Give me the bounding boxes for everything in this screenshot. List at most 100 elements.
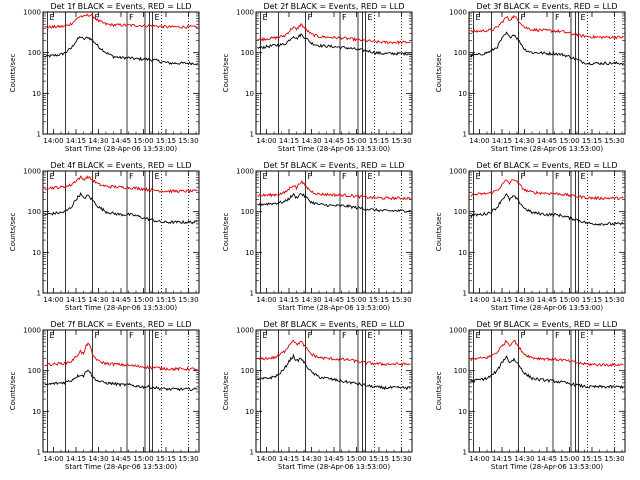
x-tick-label: 14:30 (301, 137, 321, 145)
x-tick-label: 14:15 (492, 455, 512, 463)
time-marker-label: E (155, 13, 160, 22)
x-tick-label: 15:00 (133, 137, 153, 145)
x-tick-label: 14:30 (301, 455, 321, 463)
series-lld-line (44, 174, 198, 194)
detector-panel-5: Det 5f BLACK = Events, RED = LLD E F F E 1 10 1… (222, 161, 413, 312)
detector-panel-1: Det 1f BLACK = Events, RED = LLD E F F E 1 10 1… (9, 2, 200, 153)
x-tick-label: 14:15 (66, 137, 86, 145)
series-lld-line (257, 23, 411, 45)
x-tick-label: 15:30 (391, 455, 411, 463)
time-marker-label: F (308, 331, 313, 340)
x-tick-label: 14:45 (111, 137, 131, 145)
time-marker-label: F (95, 331, 100, 340)
y-tick-label: 10 (458, 249, 467, 257)
y-tick-label: 1 (463, 290, 467, 298)
series-lld-line (257, 179, 411, 201)
x-tick-label: 14:00 (469, 137, 489, 145)
time-marker-label: F (308, 13, 313, 22)
time-marker-label: F (129, 331, 134, 340)
time-marker-label: F (521, 331, 526, 340)
x-tick-label: 14:30 (514, 455, 534, 463)
y-axis-label: Counts/sec (222, 54, 230, 93)
time-marker-label: F (521, 172, 526, 181)
plot-frame (468, 329, 626, 453)
series-lld-line (44, 342, 198, 372)
x-tick-label: 14:00 (43, 455, 63, 463)
y-axis-label: Counts/sec (9, 372, 17, 411)
time-marker-label: E (50, 172, 55, 181)
x-tick-label: 14:30 (88, 455, 108, 463)
x-tick-label: 15:00 (346, 296, 366, 304)
x-tick-label: 14:15 (279, 137, 299, 145)
x-tick-label: 14:45 (324, 455, 344, 463)
y-tick-label: 1000 (449, 168, 467, 176)
series-events-line (470, 31, 624, 66)
series-lld-line (470, 179, 624, 201)
time-marker-label: E (155, 172, 160, 181)
time-marker-label: F (521, 13, 526, 22)
x-tick-label: 15:15 (156, 137, 176, 145)
series-lld-line (470, 14, 624, 40)
x-tick-label: 14:45 (324, 137, 344, 145)
panel-title: Det 4f BLACK = Events, RED = LLD (50, 161, 191, 170)
y-tick-label: 100 (454, 49, 467, 57)
x-tick-label: 15:00 (133, 296, 153, 304)
x-tick-label: 14:30 (514, 137, 534, 145)
series-events-line (470, 355, 624, 390)
y-tick-label: 1 (37, 290, 41, 298)
y-axis-label: Counts/sec (435, 213, 443, 252)
series-events-line (470, 193, 624, 227)
time-marker-label: E (581, 13, 586, 22)
y-axis-label: Counts/sec (222, 372, 230, 411)
time-marker-label: E (50, 13, 55, 22)
detector-panel-9: Det 9f BLACK = Events, RED = LLD E F F E 1 10 1… (435, 320, 626, 471)
x-axis-label: Start Time (28-Apr-06 13:53:00) (491, 463, 603, 471)
series-lld-line (470, 339, 624, 368)
x-axis-label: Start Time (28-Apr-06 13:53:00) (491, 304, 603, 312)
panel-title: Det 5f BLACK = Events, RED = LLD (263, 161, 404, 170)
series-events-line (257, 33, 411, 56)
y-tick-label: 100 (454, 208, 467, 216)
x-tick-label: 15:30 (178, 137, 198, 145)
y-tick-label: 1000 (236, 9, 254, 17)
x-tick-label: 15:15 (582, 296, 602, 304)
detector-panel-4: Det 4f BLACK = Events, RED = LLD E F F E 1 10 1… (9, 161, 200, 312)
y-tick-label: 1 (250, 290, 254, 298)
x-tick-label: 14:30 (514, 296, 534, 304)
time-marker-label: F (555, 331, 560, 340)
y-axis-label: Counts/sec (435, 372, 443, 411)
y-tick-label: 10 (32, 249, 41, 257)
y-tick-label: 10 (32, 408, 41, 416)
time-marker-label: E (263, 331, 268, 340)
series-events-line (44, 36, 198, 66)
y-tick-label: 100 (241, 367, 254, 375)
x-axis-label: Start Time (28-Apr-06 13:53:00) (65, 145, 177, 153)
y-tick-label: 10 (32, 90, 41, 98)
y-tick-label: 100 (241, 49, 254, 57)
y-tick-label: 100 (454, 367, 467, 375)
time-marker-label: E (368, 331, 373, 340)
time-marker-label: E (50, 331, 55, 340)
x-tick-label: 14:00 (256, 296, 276, 304)
y-tick-label: 1000 (23, 327, 41, 335)
time-marker-label: E (476, 331, 481, 340)
x-tick-label: 14:00 (469, 296, 489, 304)
detector-panel-8: Det 8f BLACK = Events, RED = LLD E F F E 1 10 1… (222, 320, 413, 471)
y-tick-label: 1000 (449, 327, 467, 335)
y-tick-label: 100 (241, 208, 254, 216)
x-tick-label: 15:15 (156, 296, 176, 304)
x-tick-label: 15:15 (582, 455, 602, 463)
plot-frame (255, 170, 413, 294)
x-tick-label: 15:15 (582, 137, 602, 145)
y-tick-label: 10 (245, 249, 254, 257)
time-marker-label: F (342, 172, 347, 181)
series-lld-line (44, 13, 198, 29)
y-tick-label: 10 (245, 90, 254, 98)
y-tick-label: 1000 (23, 9, 41, 17)
y-tick-label: 1 (250, 131, 254, 139)
x-tick-label: 14:45 (537, 296, 557, 304)
series-lld-line (257, 339, 411, 367)
y-tick-label: 10 (458, 90, 467, 98)
y-axis-label: Counts/sec (222, 213, 230, 252)
